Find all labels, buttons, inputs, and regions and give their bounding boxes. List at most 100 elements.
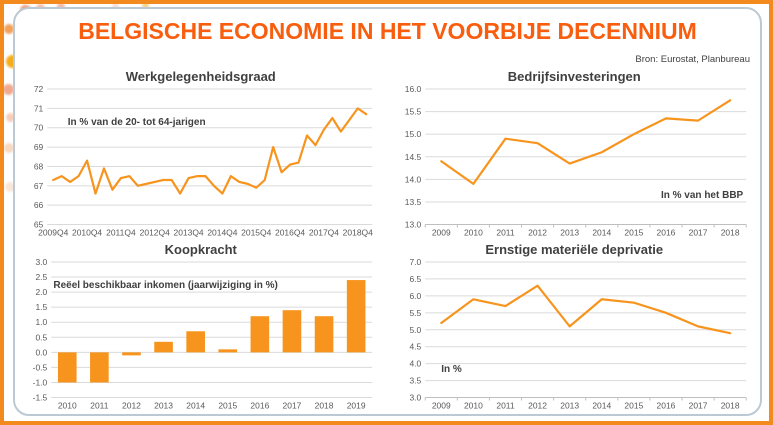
svg-text:65: 65 <box>34 220 44 230</box>
svg-text:70: 70 <box>34 123 44 133</box>
chart-annotation: Reëel beschikbaar inkomen (jaarwijziging… <box>53 279 278 291</box>
svg-text:2017: 2017 <box>688 400 707 410</box>
svg-text:2016: 2016 <box>656 400 675 410</box>
svg-text:3.0: 3.0 <box>409 392 421 402</box>
svg-text:3.0: 3.0 <box>35 257 47 267</box>
svg-text:5.0: 5.0 <box>409 324 421 334</box>
decor-dot <box>3 84 14 95</box>
svg-text:2009: 2009 <box>431 228 450 238</box>
purchasing-power-bar-chart: -1.5 -1.0 -0.5 0.0 0.5 1.0 1.5 2.0 2.5 3.0 2010 201… <box>33 257 373 410</box>
svg-text:3.5: 3.5 <box>409 375 421 385</box>
chart-werkgelegenheidsgraad: Werkgelegenheidsgraad 65 66 67 68 69 70 71 72 20… <box>21 67 381 240</box>
svg-text:2016: 2016 <box>656 228 675 238</box>
decor-dot <box>4 143 14 153</box>
svg-text:72: 72 <box>34 84 44 94</box>
svg-text:2017Q4: 2017Q4 <box>309 228 339 238</box>
page-title: BELGISCHE ECONOMIE IN HET VOORBIJE DECEN… <box>78 18 697 44</box>
chart-annotation: In % van het BBP <box>660 189 744 201</box>
decor-dot <box>4 24 14 34</box>
chart-title: Koopkracht <box>164 241 237 257</box>
chart-title: Ernstige materiële deprivatie <box>485 241 664 257</box>
svg-text:14.0: 14.0 <box>404 174 421 184</box>
svg-text:2015Q4: 2015Q4 <box>241 228 271 238</box>
material-deprivation-line-chart: 3.0 3.5 4.0 4.5 5.0 5.5 6.0 6.5 7.0 2009 2010 2011 2… <box>409 257 747 410</box>
svg-text:2014Q4: 2014Q4 <box>207 228 237 238</box>
employment-rate-line-chart: 65 66 67 68 69 70 71 72 2009Q4 2010Q4 2011Q4 2012Q4… <box>34 84 373 238</box>
svg-text:2013: 2013 <box>560 228 579 238</box>
chart-annotation: In % van de 20- tot 64-jarigen <box>67 116 206 128</box>
svg-text:2018: 2018 <box>315 400 334 410</box>
svg-text:5.5: 5.5 <box>409 307 421 317</box>
svg-text:13.5: 13.5 <box>404 197 421 207</box>
svg-text:4.5: 4.5 <box>409 341 421 351</box>
svg-text:1.0: 1.0 <box>35 317 47 327</box>
chart-plot-area: -1.5 -1.0 -0.5 0.0 0.5 1.0 1.5 2.0 2.5 3.0 2010 201… <box>21 257 381 413</box>
chart-bedrijfsinvesteringen: Bedrijfsinvesteringen 13.0 13.5 14.0 14.5 15… <box>395 67 755 240</box>
svg-text:69: 69 <box>34 142 44 152</box>
charts-grid: Werkgelegenheidsgraad 65 66 67 68 69 70 71 72 20… <box>21 67 754 412</box>
svg-text:2.5: 2.5 <box>35 272 47 282</box>
svg-text:16.0: 16.0 <box>404 84 421 94</box>
chart-plot-area: 65 66 67 68 69 70 71 72 2009Q4 2010Q4 2011Q4 2012Q4… <box>21 84 381 240</box>
svg-text:14.5: 14.5 <box>404 152 421 162</box>
svg-text:2018Q4: 2018Q4 <box>343 228 373 238</box>
decor-dot <box>6 113 15 122</box>
business-investment-line-chart: 13.0 13.5 14.0 14.5 15.0 15.5 16.0 2009 2010 2011… <box>404 84 747 238</box>
svg-text:2012: 2012 <box>528 400 547 410</box>
svg-text:2017: 2017 <box>283 400 302 410</box>
svg-text:2015: 2015 <box>218 400 237 410</box>
svg-text:13.0: 13.0 <box>404 220 421 230</box>
svg-text:2010: 2010 <box>463 228 482 238</box>
svg-text:2010Q4: 2010Q4 <box>72 228 102 238</box>
svg-text:6.0: 6.0 <box>409 290 421 300</box>
chart-koopkracht: Koopkracht -1.5 -1.0 -0.5 0.0 0.5 1.0 1.5 2.0 2.… <box>21 240 381 413</box>
svg-text:2011: 2011 <box>496 228 515 238</box>
svg-text:2017: 2017 <box>688 228 707 238</box>
chart-plot-area: 13.0 13.5 14.0 14.5 15.0 15.5 16.0 2009 2010 2011… <box>395 84 755 240</box>
svg-text:2019: 2019 <box>347 400 366 410</box>
svg-text:0.0: 0.0 <box>35 347 47 357</box>
decor-dot <box>112 3 119 10</box>
decor-dot <box>142 2 149 9</box>
svg-text:7.0: 7.0 <box>409 257 421 267</box>
chart-title: Werkgelegenheidsgraad <box>125 69 276 84</box>
svg-text:2012: 2012 <box>122 400 141 410</box>
svg-text:2013: 2013 <box>154 400 173 410</box>
svg-text:2009: 2009 <box>431 400 450 410</box>
chart-title: Bedrijfsinvesteringen <box>507 69 641 84</box>
svg-text:2015: 2015 <box>624 400 643 410</box>
chart-annotation: In % <box>441 363 462 375</box>
svg-text:2016: 2016 <box>250 400 269 410</box>
svg-text:2015: 2015 <box>624 228 643 238</box>
svg-text:15.5: 15.5 <box>404 107 421 117</box>
svg-text:2014: 2014 <box>186 400 205 410</box>
svg-text:6.5: 6.5 <box>409 273 421 283</box>
svg-text:0.5: 0.5 <box>35 332 47 342</box>
svg-text:2010: 2010 <box>463 400 482 410</box>
svg-text:68: 68 <box>34 161 44 171</box>
svg-text:-0.5: -0.5 <box>33 362 48 372</box>
chart-ernstige-materiele-deprivatie: Ernstige materiële deprivatie 3.0 3.5 4.0 4… <box>395 240 755 413</box>
svg-text:-1.5: -1.5 <box>33 392 48 402</box>
svg-text:2018: 2018 <box>720 400 739 410</box>
svg-text:71: 71 <box>34 103 44 113</box>
svg-text:2014: 2014 <box>592 400 611 410</box>
svg-text:67: 67 <box>34 181 44 191</box>
decor-dot <box>5 182 15 192</box>
svg-text:2011: 2011 <box>496 400 515 410</box>
svg-text:2011: 2011 <box>90 400 109 410</box>
svg-text:2.0: 2.0 <box>35 287 47 297</box>
svg-text:66: 66 <box>34 200 44 210</box>
svg-text:-1.0: -1.0 <box>33 377 48 387</box>
svg-text:2013: 2013 <box>560 400 579 410</box>
svg-text:2009Q4: 2009Q4 <box>38 228 68 238</box>
svg-text:2012: 2012 <box>528 228 547 238</box>
svg-text:2018: 2018 <box>720 228 739 238</box>
dashboard-card: BELGISCHE ECONOMIE IN HET VOORBIJE DECEN… <box>13 7 762 416</box>
svg-text:15.0: 15.0 <box>404 129 421 139</box>
svg-text:1.5: 1.5 <box>35 302 47 312</box>
svg-text:2014: 2014 <box>592 228 611 238</box>
svg-text:2016Q4: 2016Q4 <box>275 228 305 238</box>
chart-plot-area: 3.0 3.5 4.0 4.5 5.0 5.5 6.0 6.5 7.0 2009 2010 2011 2… <box>395 257 755 413</box>
svg-text:2011Q4: 2011Q4 <box>106 228 136 238</box>
